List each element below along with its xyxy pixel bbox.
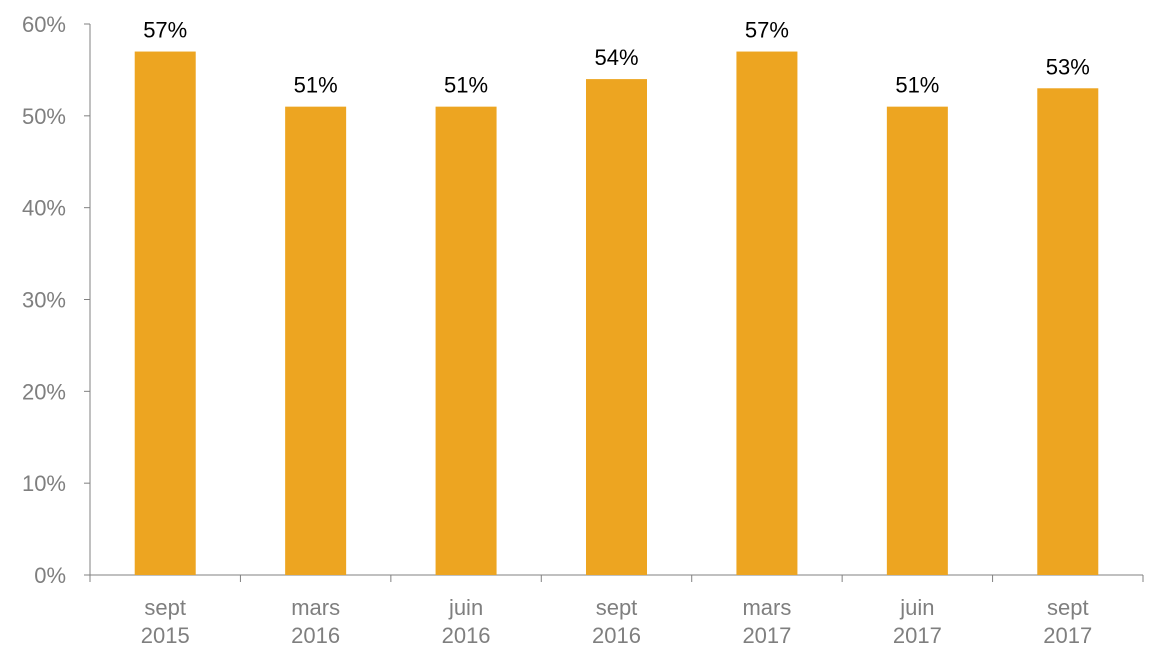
x-axis: sept 2015 mars 2016 juin 2016 sept 2016 mars 2017… bbox=[90, 575, 1143, 646]
bars bbox=[135, 52, 1099, 575]
data-label: 51% bbox=[895, 73, 939, 98]
bar bbox=[436, 107, 497, 575]
x-tick-label: sept 2017 bbox=[1043, 595, 1092, 646]
y-tick-label: 0% bbox=[34, 563, 66, 588]
x-tick-label: sept 2015 bbox=[141, 595, 190, 646]
bar bbox=[285, 107, 346, 575]
y-axis: 0% 10% 20% 30% 40% 50% 60% bbox=[22, 12, 90, 588]
x-tick-label: mars 2016 bbox=[291, 595, 340, 646]
data-label: 51% bbox=[294, 73, 338, 98]
bar bbox=[887, 107, 948, 575]
bar bbox=[736, 52, 797, 575]
y-tick-label: 50% bbox=[22, 104, 66, 129]
data-label: 57% bbox=[745, 18, 789, 43]
x-tick-label: juin 2017 bbox=[893, 595, 942, 646]
x-tick-label: sept 2016 bbox=[592, 595, 641, 646]
bar bbox=[135, 52, 196, 575]
bar bbox=[1037, 88, 1098, 575]
y-tick-label: 20% bbox=[22, 379, 66, 404]
data-label: 57% bbox=[143, 18, 187, 43]
bar bbox=[586, 79, 647, 575]
y-tick-label: 10% bbox=[22, 471, 66, 496]
data-label: 53% bbox=[1046, 54, 1090, 79]
data-label: 54% bbox=[594, 45, 638, 70]
x-tick-label: mars 2017 bbox=[742, 595, 791, 646]
y-tick-label: 60% bbox=[22, 12, 66, 37]
x-tick-label: juin 2016 bbox=[442, 595, 491, 646]
data-label: 51% bbox=[444, 73, 488, 98]
y-tick-label: 40% bbox=[22, 196, 66, 221]
y-tick-label: 30% bbox=[22, 288, 66, 313]
